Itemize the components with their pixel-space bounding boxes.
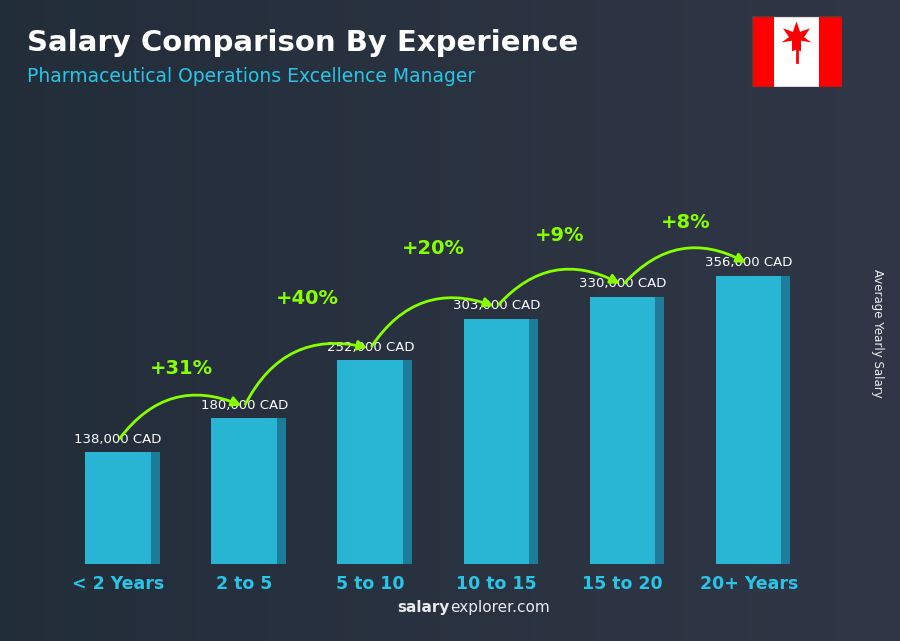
Text: +20%: +20% xyxy=(401,239,464,258)
Text: salary: salary xyxy=(398,601,450,615)
Text: 138,000 CAD: 138,000 CAD xyxy=(75,433,162,446)
Text: explorer.com: explorer.com xyxy=(450,601,550,615)
Bar xyxy=(212,418,277,564)
FancyBboxPatch shape xyxy=(403,360,412,564)
FancyBboxPatch shape xyxy=(655,297,664,564)
FancyBboxPatch shape xyxy=(151,453,159,564)
FancyBboxPatch shape xyxy=(781,276,790,564)
Bar xyxy=(819,16,842,87)
Text: 252,000 CAD: 252,000 CAD xyxy=(327,340,414,354)
Bar xyxy=(464,319,529,564)
Text: Pharmaceutical Operations Excellence Manager: Pharmaceutical Operations Excellence Man… xyxy=(27,67,475,87)
Text: Salary Comparison By Experience: Salary Comparison By Experience xyxy=(27,29,578,57)
Bar xyxy=(716,276,781,564)
Text: +8%: +8% xyxy=(661,213,710,233)
Text: 356,000 CAD: 356,000 CAD xyxy=(705,256,792,269)
Polygon shape xyxy=(781,21,812,51)
Text: +40%: +40% xyxy=(275,289,338,308)
Text: +31%: +31% xyxy=(149,359,212,378)
Bar xyxy=(774,16,819,87)
Text: 180,000 CAD: 180,000 CAD xyxy=(201,399,288,412)
Text: Average Yearly Salary: Average Yearly Salary xyxy=(871,269,884,397)
FancyBboxPatch shape xyxy=(529,319,538,564)
FancyBboxPatch shape xyxy=(277,418,286,564)
Bar xyxy=(752,16,774,87)
Text: +9%: +9% xyxy=(535,226,584,245)
Bar xyxy=(338,360,403,564)
Text: 303,000 CAD: 303,000 CAD xyxy=(453,299,540,312)
Text: 330,000 CAD: 330,000 CAD xyxy=(579,278,666,290)
Bar xyxy=(590,297,655,564)
Bar xyxy=(86,453,151,564)
